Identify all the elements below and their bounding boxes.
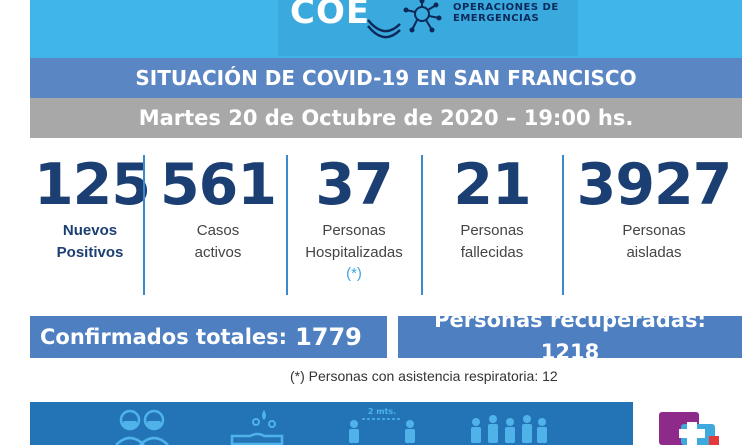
- page-title: SITUACIÓN DE COVID-19 EN SAN FRANCISCO: [135, 66, 637, 90]
- stat-divider: [286, 155, 288, 295]
- recovered-value: 1218: [540, 340, 600, 358]
- stat-deceased: 21 Personas fallecidas: [426, 150, 558, 264]
- confirmed-label: Confirmados totales:: [40, 325, 288, 349]
- recovered-total-bar: Personas recuperadas: 1218: [398, 316, 742, 358]
- header-banner: COE OPERACIONES DE EMERGENCIAS: [30, 0, 742, 58]
- stat-label-line2: fallecidas: [460, 244, 524, 261]
- distance-text: 2 mts.: [368, 407, 396, 416]
- recovered-label: Personas recuperadas:: [434, 316, 706, 332]
- stat-label-line1: Nuevos: [62, 222, 118, 239]
- crowd-icon: [471, 415, 547, 443]
- page-title-bar: SITUACIÓN DE COVID-19 EN SAN FRANCISCO: [30, 58, 742, 98]
- stat-label-line1: Personas: [460, 222, 524, 239]
- stat-value: 21: [453, 152, 531, 218]
- network-icon: [367, 0, 442, 39]
- logo-short: COE: [290, 0, 371, 32]
- logo-line2: EMERGENCIAS: [453, 13, 540, 24]
- distance-2m-icon: 2 mts.: [349, 407, 415, 443]
- stat-hospitalized: 37 Personas Hospitalizadas (*): [290, 150, 418, 284]
- coe-logo: COE OPERACIONES DE EMERGENCIAS: [278, 0, 578, 56]
- stat-new-positives: 125 Nuevos Positivos: [34, 150, 151, 264]
- confirmed-total-bar: Confirmados totales: 1779: [30, 316, 387, 358]
- stat-isolated: 3927 Personas aisladas: [570, 150, 738, 264]
- stat-label-line2: Hospitalizadas: [305, 244, 403, 261]
- stat-label-line2: activos: [194, 244, 242, 261]
- stat-label-line2: aisladas: [626, 244, 682, 261]
- stat-value: 561: [160, 152, 277, 218]
- stat-label-line1: Personas: [622, 222, 686, 239]
- date-bar: Martes 20 de Octubre de 2020 – 19:00 hs.: [30, 98, 742, 138]
- masks-people-icon: [115, 409, 169, 445]
- footnote: (*) Personas con asistencia respiratoria…: [290, 368, 558, 384]
- stat-divider: [143, 155, 145, 295]
- confirmed-value: 1779: [295, 323, 362, 351]
- stat-value: 125: [34, 152, 151, 218]
- stat-divider: [562, 155, 564, 295]
- logo-text: OPERACIONES DE EMERGENCIAS: [453, 2, 559, 24]
- prevention-icon-strip: 2 mts.: [30, 402, 633, 445]
- logo-line1: OPERACIONES DE: [453, 2, 559, 13]
- stat-divider: [421, 155, 423, 295]
- health-logo-box: [637, 404, 742, 445]
- stat-value: 3927: [576, 152, 733, 218]
- stat-value: 37: [315, 152, 393, 218]
- handwashing-icon: [230, 410, 284, 445]
- stat-note: (*): [346, 265, 362, 282]
- report-date: Martes 20 de Octubre de 2020 – 19:00 hs.: [138, 106, 634, 130]
- stat-label-line1: Personas: [322, 222, 386, 239]
- stat-active-cases: 561 Casos activos: [152, 150, 284, 264]
- health-cross-logo: [659, 412, 719, 445]
- stat-label-line2: Positivos: [56, 244, 124, 261]
- stat-label-line1: Casos: [196, 222, 240, 239]
